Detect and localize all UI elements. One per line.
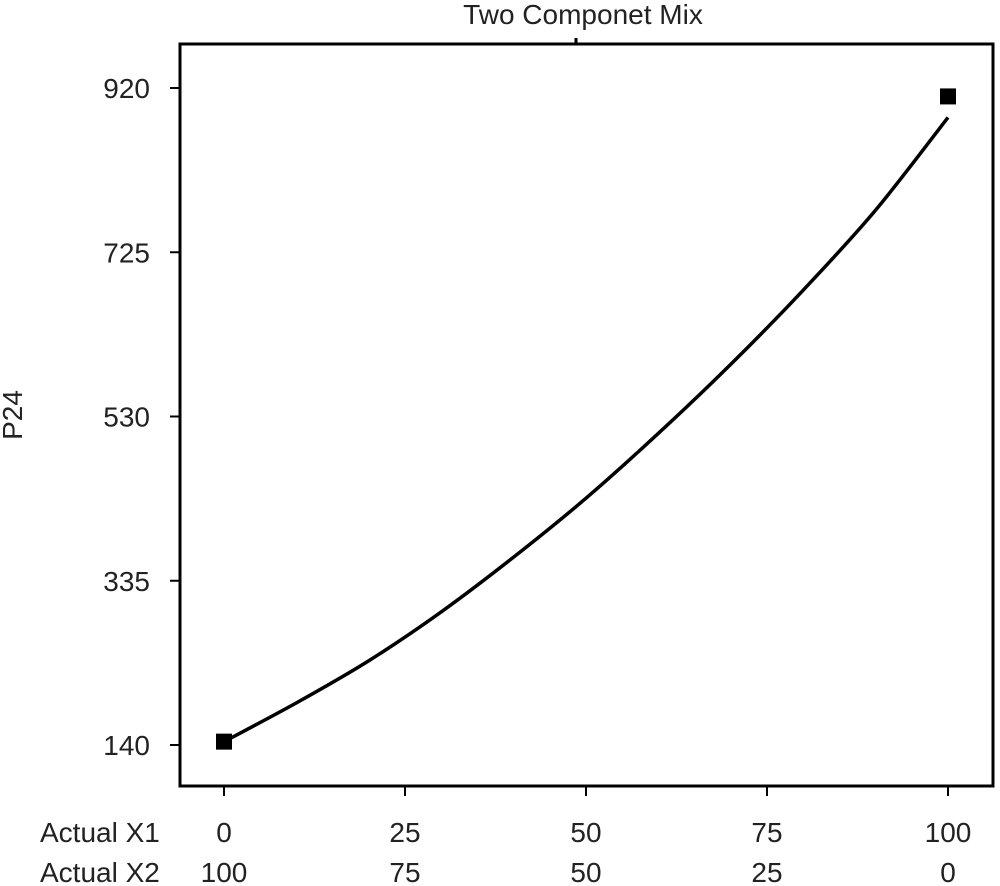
x-ticks: 0 100 25 75 50 50 75 25 100 0 <box>201 786 972 886</box>
x2-tick-label: 0 <box>940 857 956 886</box>
y-tick-label: 335 <box>103 566 150 597</box>
y-ticks: 140 335 530 725 920 <box>103 73 180 761</box>
x2-tick-label: 100 <box>201 857 248 886</box>
series-layer <box>223 116 950 744</box>
design-point <box>940 88 956 105</box>
x2-tick-label: 50 <box>570 857 601 886</box>
x1-tick-label: 100 <box>925 817 972 848</box>
x1-axis-label: Actual X1 <box>40 817 160 848</box>
design-point <box>216 733 232 750</box>
y-tick-label: 530 <box>103 402 150 433</box>
plot-frame <box>178 42 995 788</box>
y-tick-label: 725 <box>103 237 150 268</box>
x2-tick-label: 25 <box>751 857 782 886</box>
x1-tick-label: 50 <box>570 817 601 848</box>
x2-tick-label: 75 <box>389 857 420 886</box>
series-line <box>223 116 950 744</box>
x1-tick-label: 25 <box>389 817 420 848</box>
y-axis-label: P24 <box>0 390 28 440</box>
chart-title: Two Componet Mix <box>463 0 703 30</box>
y-tick-label: 920 <box>103 73 150 104</box>
y-tick-label: 140 <box>103 730 150 761</box>
design-points <box>216 88 956 750</box>
x1-tick-label: 0 <box>216 817 232 848</box>
x2-axis-label: Actual X2 <box>40 857 160 886</box>
x1-tick-label: 75 <box>751 817 782 848</box>
